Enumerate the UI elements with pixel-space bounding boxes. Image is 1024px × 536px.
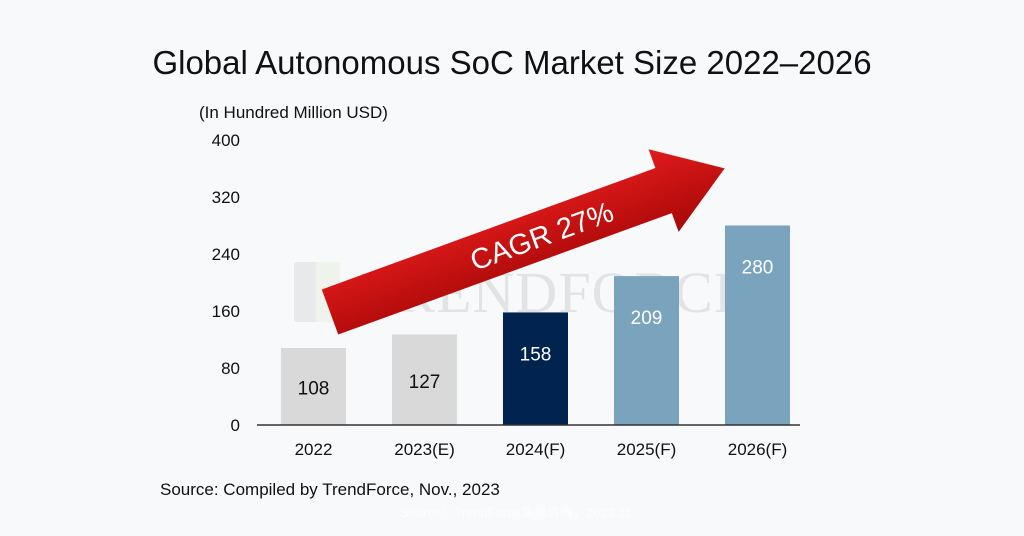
y-tick-label: 240 <box>212 245 240 264</box>
bar <box>725 225 790 425</box>
y-tick-label: 80 <box>221 359 240 378</box>
y-axis-unit-label: (In Hundred Million USD) <box>199 103 388 122</box>
bar <box>503 312 568 425</box>
x-tick-label: 2023(E) <box>394 440 454 459</box>
bar-value-label: 127 <box>409 372 441 393</box>
chart-title: Global Autonomous SoC Market Size 2022–2… <box>152 44 872 81</box>
bar <box>614 276 679 425</box>
y-tick-label: 0 <box>231 416 240 435</box>
x-tick-label: 2024(F) <box>506 440 566 459</box>
source-note: Source: Compiled by TrendForce, Nov., 20… <box>160 480 500 499</box>
bar-value-label: 108 <box>298 379 330 400</box>
bar-value-label: 158 <box>520 344 552 365</box>
bar-value-label: 209 <box>631 308 663 329</box>
faint-footer-text: Source：TrendForce集邦咨询，2023.11 <box>400 505 632 520</box>
x-tick-label: 2022 <box>295 440 333 459</box>
y-tick-label: 160 <box>212 302 240 321</box>
bar <box>392 334 457 425</box>
x-tick-label: 2026(F) <box>728 440 788 459</box>
y-tick-label: 320 <box>212 188 240 207</box>
x-tick-label: 2025(F) <box>617 440 677 459</box>
bar <box>281 348 346 425</box>
y-tick-label: 400 <box>212 131 240 150</box>
bar-value-label: 280 <box>742 258 774 279</box>
